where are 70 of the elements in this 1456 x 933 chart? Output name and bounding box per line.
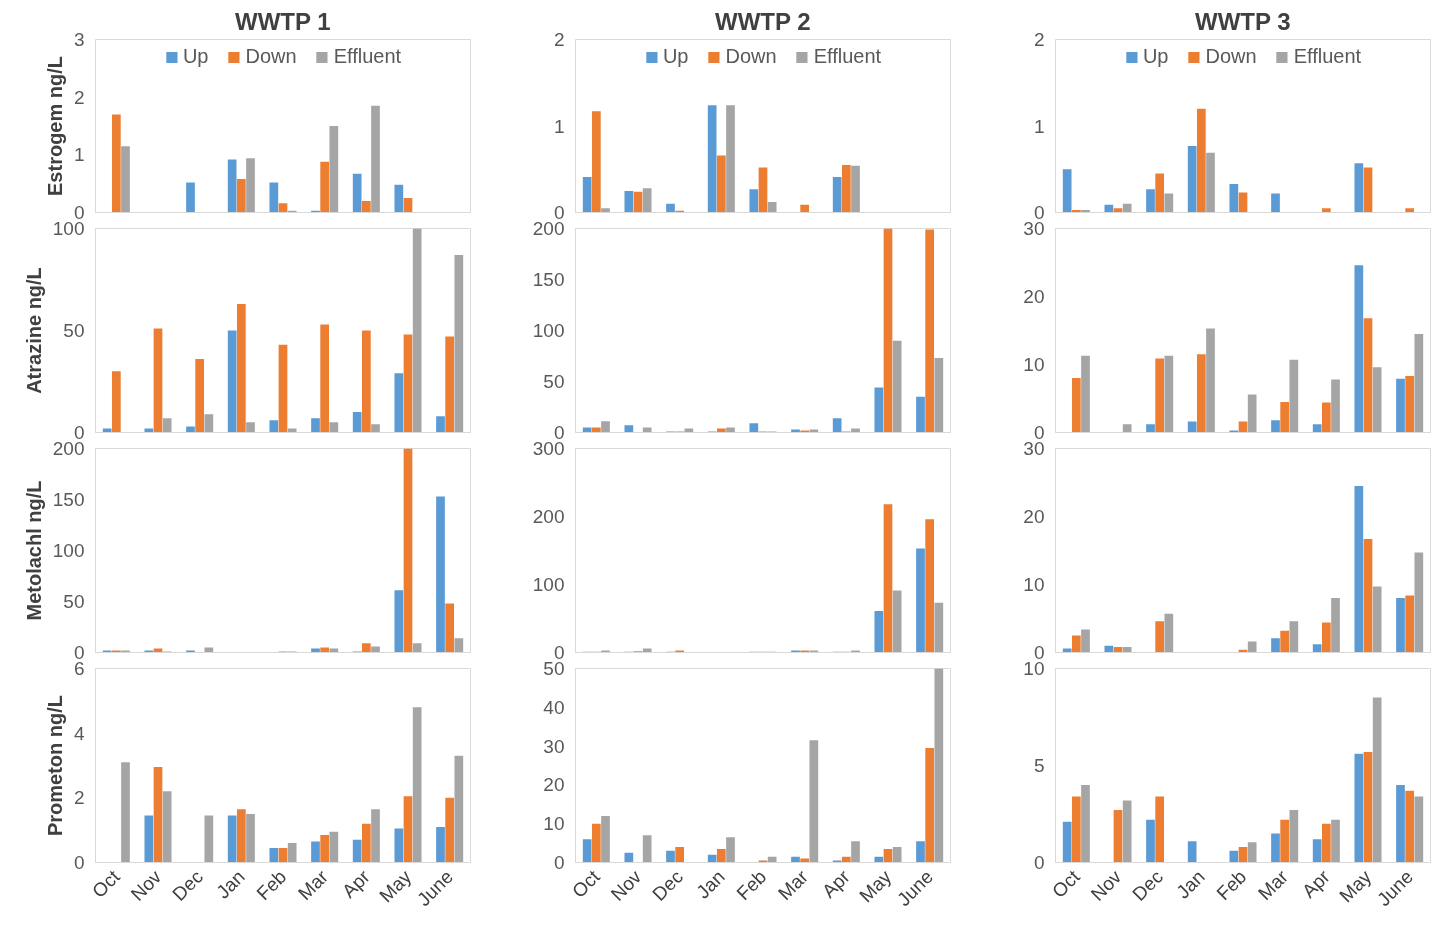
y-tick-label: 150 — [532, 269, 565, 290]
x-tick-label: Feb — [732, 866, 771, 905]
x-tick-label: Apr — [338, 865, 375, 902]
legend-label: Effluent — [1293, 45, 1362, 68]
legend-label: Down — [245, 45, 297, 68]
y-tick-label: 20 — [1023, 506, 1045, 527]
legend-label: Up — [1142, 45, 1169, 68]
x-tick-label: Mar — [294, 865, 333, 905]
x-tick-label: May — [855, 865, 896, 907]
legend-label: Effluent — [333, 45, 402, 68]
y-tick-label: 2 — [553, 29, 565, 50]
x-tick-label: Oct — [568, 865, 605, 902]
y-tick-label: 10 — [1023, 574, 1045, 595]
y-tick-label: 1 — [1033, 115, 1045, 137]
y-tick-label: 2 — [73, 86, 85, 108]
y-tick-label: 10 — [1023, 354, 1045, 375]
x-tick-label: Apr — [1298, 865, 1335, 902]
x-tick-label: Apr — [818, 865, 855, 902]
y-tick-label: 40 — [543, 696, 565, 718]
y-tick-label: 100 — [532, 320, 565, 341]
y-axis-title: Atrazine ng/L — [22, 267, 45, 394]
y-tick-label: 20 — [543, 774, 565, 796]
legend-label: Down — [1205, 45, 1257, 68]
x-tick-label: Jan — [212, 866, 249, 903]
x-tick-label: Nov — [126, 865, 166, 905]
y-tick-label: 5 — [1033, 755, 1045, 776]
y-tick-label: 1 — [73, 144, 85, 166]
x-tick-label: Feb — [252, 866, 291, 905]
y-tick-label: 50 — [543, 371, 565, 392]
x-tick-label: Mar — [1254, 865, 1293, 905]
y-tick-label: 2 — [73, 787, 85, 809]
x-tick-label: Jan — [1172, 866, 1209, 903]
y-tick-label: 0 — [73, 852, 85, 873]
legend-label: Up — [182, 45, 209, 68]
x-tick-label: Dec — [648, 866, 688, 905]
y-tick-label: 1 — [553, 115, 565, 137]
y-tick-label: 200 — [532, 506, 565, 527]
x-tick-label: Oct — [88, 865, 125, 902]
y-axis-title: Prometon ng/L — [43, 694, 66, 837]
y-axis-title: Metolachl ng/L — [22, 480, 45, 621]
y-tick-label: 4 — [73, 722, 85, 744]
legend-label: Effluent — [813, 45, 882, 68]
y-tick-label: 10 — [543, 813, 565, 835]
y-tick-label: 3 — [73, 29, 85, 50]
x-tick-label: Oct — [1048, 865, 1085, 902]
y-tick-label: 0 — [553, 852, 565, 873]
y-tick-label: 20 — [1023, 286, 1045, 307]
chart-title: WWTP 3 — [1195, 7, 1291, 35]
y-tick-label: 2 — [1033, 29, 1045, 50]
x-tick-label: May — [375, 865, 416, 907]
y-tick-label: 50 — [63, 320, 85, 341]
y-tick-label: 0 — [1033, 852, 1045, 873]
y-tick-label: 100 — [532, 574, 565, 595]
x-tick-label: Nov — [1086, 865, 1126, 905]
y-tick-label: 100 — [52, 540, 85, 561]
x-tick-label: Jan — [692, 866, 729, 903]
x-tick-label: May — [1335, 865, 1376, 907]
legend-label: Down — [725, 45, 777, 68]
x-tick-label: Dec — [168, 866, 208, 905]
chart-title: WWTP 2 — [715, 7, 811, 35]
y-tick-label: 50 — [63, 591, 85, 612]
y-axis-title: Estrogem ng/L — [43, 55, 66, 196]
x-tick-label: Mar — [774, 865, 813, 905]
y-tick-label: 30 — [543, 735, 565, 757]
x-tick-label: Feb — [1212, 866, 1251, 905]
x-tick-label: Dec — [1128, 866, 1168, 905]
y-tick-label: 150 — [52, 489, 85, 510]
x-tick-label: Nov — [606, 865, 646, 905]
legend-label: Up — [662, 45, 689, 68]
chart-title: WWTP 1 — [235, 7, 331, 35]
